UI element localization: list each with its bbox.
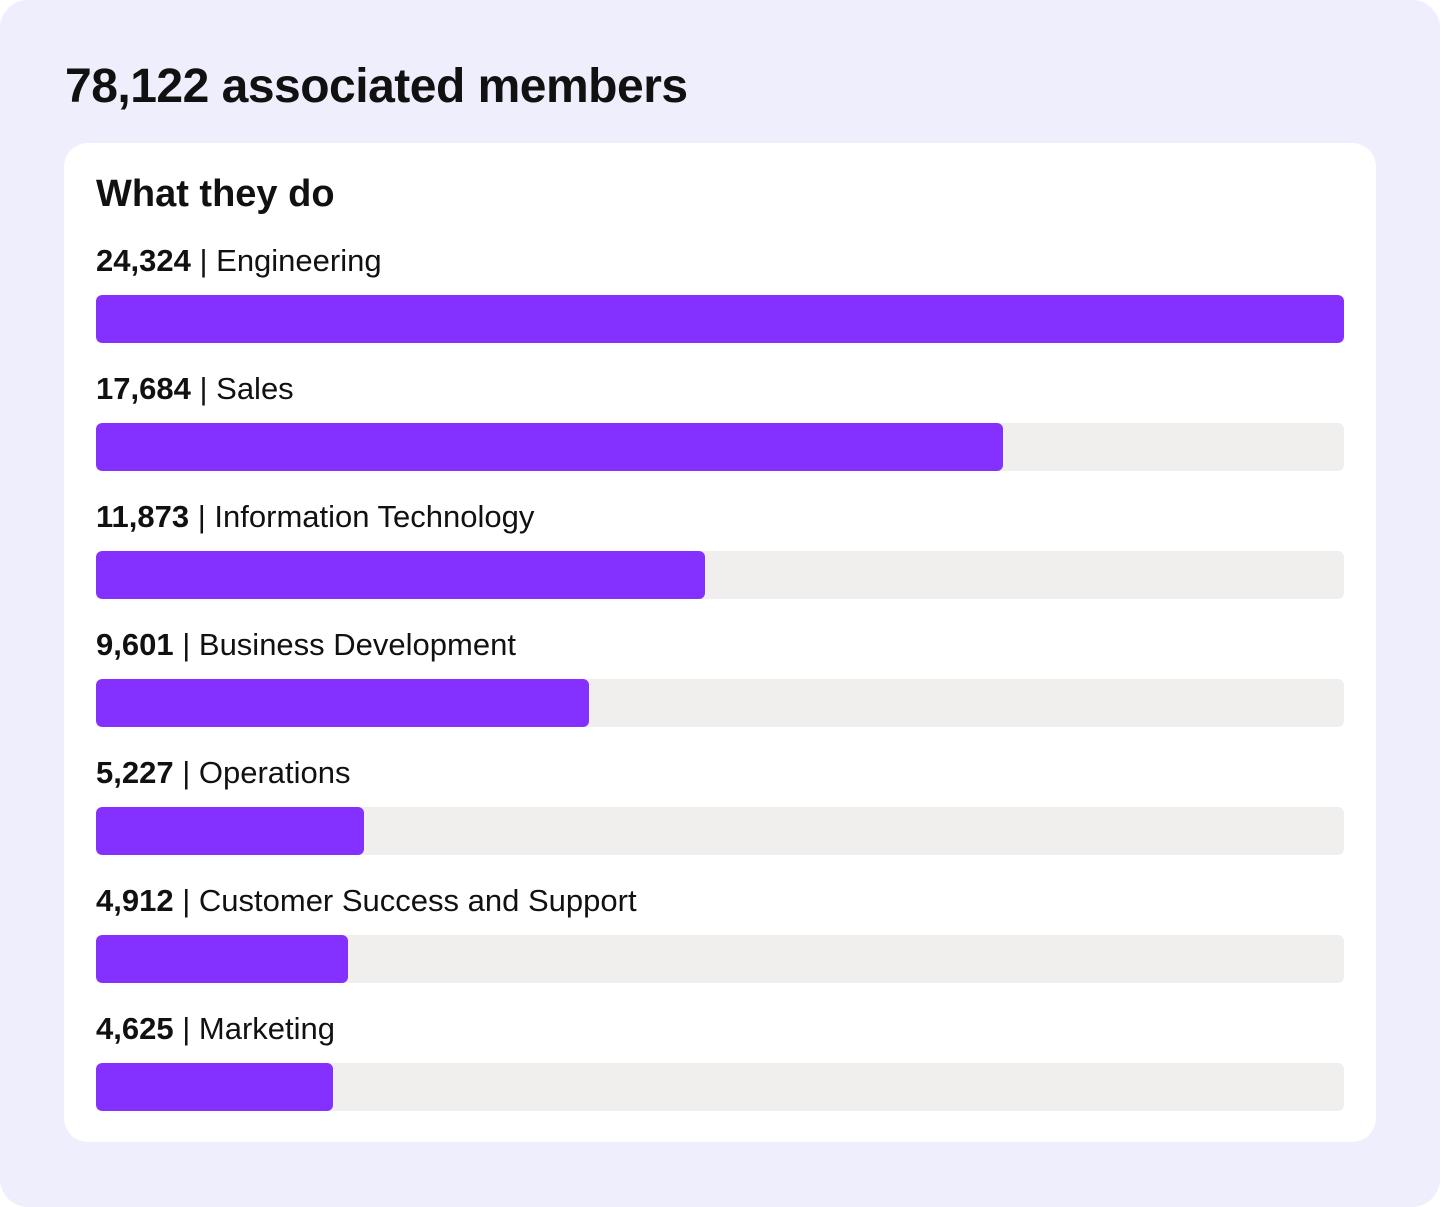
bar-value-label: 24,324 bbox=[96, 243, 191, 278]
bar-row-marketing: 4,625 | Marketing bbox=[96, 1009, 1344, 1137]
bar-label: 17,684 | Sales bbox=[96, 369, 294, 409]
members-headline: 78,122 associated members bbox=[65, 60, 688, 113]
bar-category-label: Sales bbox=[216, 371, 294, 406]
bar-category-label: Operations bbox=[198, 755, 351, 790]
bar-category-label: Engineering bbox=[216, 243, 382, 278]
bar-row-information-technology: 11,873 | Information Technology bbox=[96, 497, 1344, 625]
bar-fill-engineering bbox=[96, 295, 1344, 343]
label-separator: | bbox=[182, 627, 191, 662]
chart-card: What they do 24,324 | Engineering 17,684… bbox=[64, 143, 1376, 1142]
bar-track bbox=[96, 295, 1344, 343]
bar-label: 5,227 | Operations bbox=[96, 753, 351, 793]
bar-row-operations: 5,227 | Operations bbox=[96, 753, 1344, 881]
bar-value-label: 17,684 bbox=[96, 371, 191, 406]
bar-label: 4,912 | Customer Success and Support bbox=[96, 881, 637, 921]
bar-row-engineering: 24,324 | Engineering bbox=[96, 241, 1344, 369]
bar-fill-marketing bbox=[96, 1063, 333, 1111]
label-separator: | bbox=[182, 1011, 191, 1046]
bar-label: 11,873 | Information Technology bbox=[96, 497, 534, 537]
bar-value-label: 4,625 bbox=[96, 1011, 174, 1046]
bar-value-label: 4,912 bbox=[96, 883, 174, 918]
bar-track bbox=[96, 807, 1344, 855]
bar-track bbox=[96, 679, 1344, 727]
bar-category-label: Marketing bbox=[198, 1011, 335, 1046]
label-separator: | bbox=[182, 883, 191, 918]
bar-track bbox=[96, 935, 1344, 983]
bar-track bbox=[96, 1063, 1344, 1111]
bar-value-label: 11,873 bbox=[96, 499, 190, 534]
bar-track bbox=[96, 423, 1344, 471]
bar-fill-customer-success-and-support bbox=[96, 935, 348, 983]
bar-fill-information-technology bbox=[96, 551, 705, 599]
bar-value-label: 5,227 bbox=[96, 755, 174, 790]
bar-fill-operations bbox=[96, 807, 364, 855]
label-separator: | bbox=[199, 371, 208, 406]
bar-label: 24,324 | Engineering bbox=[96, 241, 382, 281]
bar-label: 9,601 | Business Development bbox=[96, 625, 516, 665]
label-separator: | bbox=[199, 243, 208, 278]
bar-row-sales: 17,684 | Sales bbox=[96, 369, 1344, 497]
bar-label: 4,625 | Marketing bbox=[96, 1009, 335, 1049]
bar-category-label: Information Technology bbox=[214, 499, 535, 534]
bar-category-label: Business Development bbox=[198, 627, 516, 662]
bar-fill-sales bbox=[96, 423, 1003, 471]
bar-category-label: Customer Success and Support bbox=[198, 883, 637, 918]
bar-value-label: 9,601 bbox=[96, 627, 174, 662]
label-separator: | bbox=[197, 499, 206, 534]
bar-track bbox=[96, 551, 1344, 599]
bar-row-business-development: 9,601 | Business Development bbox=[96, 625, 1344, 753]
label-separator: | bbox=[182, 755, 191, 790]
bar-fill-business-development bbox=[96, 679, 589, 727]
bar-row-customer-success-and-support: 4,912 | Customer Success and Support bbox=[96, 881, 1344, 1009]
chart-title: What they do bbox=[96, 173, 335, 215]
bar-list: 24,324 | Engineering 17,684 | Sales bbox=[96, 241, 1344, 1137]
